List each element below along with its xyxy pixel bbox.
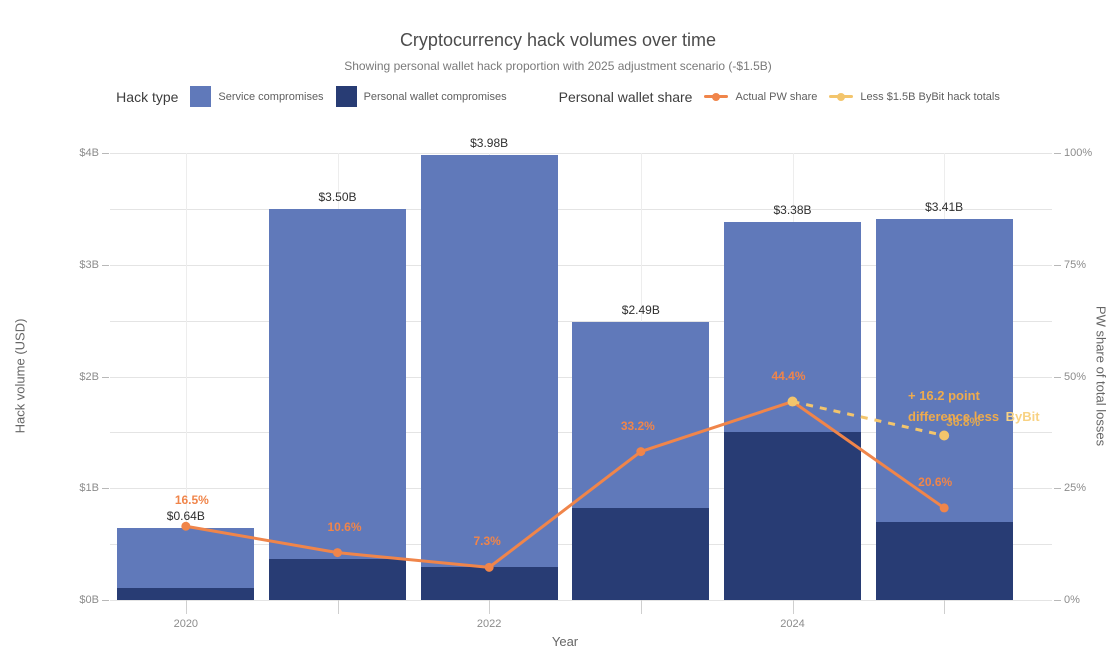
adjusted-share-label: 36.8% xyxy=(946,414,981,429)
pw-share-label-2020: 16.5% xyxy=(174,493,209,508)
legend-item-label: Personal wallet compromises xyxy=(363,90,507,103)
gridline-h xyxy=(110,320,1052,322)
x-tick-label: 2024 xyxy=(780,618,805,630)
legend-group-pw-share: Personal wallet share xyxy=(558,88,693,105)
y-right-tick xyxy=(1054,376,1061,378)
legend-item-less-bybit[interactable]: Less $1.5B ByBit hack totals xyxy=(829,90,1000,103)
chart-title: Cryptocurrency hack volumes over time xyxy=(399,30,717,50)
line-dot xyxy=(712,92,721,101)
y-right-tick xyxy=(1054,264,1061,266)
bar-personal-wallet-2025 xyxy=(875,521,1013,600)
pw-share-label-2021: 10.6% xyxy=(327,519,362,534)
y-left-tick xyxy=(102,153,109,154)
y-left-tick xyxy=(102,600,109,601)
bar-personal-wallet-2020 xyxy=(117,588,255,600)
legend: Hack type Service compromises Personal w… xyxy=(0,86,1116,107)
x-tick-label: 2022 xyxy=(476,618,502,630)
pw-share-label-2024: 44.4% xyxy=(771,368,806,383)
gridline-h xyxy=(110,600,1052,601)
y-right-tick-label: 0% xyxy=(1064,594,1080,606)
bar-personal-wallet-2023 xyxy=(572,507,710,600)
y-left-tick xyxy=(102,488,109,490)
y-right-tick-label: 50% xyxy=(1064,370,1087,383)
y-left-tick-label: $0B xyxy=(79,594,99,606)
y-right-axis-title: PW share of total losses xyxy=(1093,305,1109,447)
orange-line-dot-icon xyxy=(704,91,729,103)
y-right-tick-label: 100% xyxy=(1064,147,1093,159)
legend-group-hack-type: Hack type xyxy=(116,88,179,105)
y-right-tick-label: 25% xyxy=(1064,482,1087,495)
y-right-tick xyxy=(1054,153,1061,154)
legend-item-label: Actual PW share xyxy=(735,90,818,103)
pw-share-label-2022: 7.3% xyxy=(473,534,501,549)
gridline-h xyxy=(110,153,1052,154)
y-right-tick xyxy=(1054,488,1061,490)
x-axis-title: Year xyxy=(551,634,579,649)
x-tick xyxy=(185,600,187,614)
bar-total-label-2022: $3.98B xyxy=(470,136,509,151)
legend-item-label: Service compromises xyxy=(218,90,324,103)
bar-service-2021 xyxy=(269,208,406,559)
bar-total-label-2021: $3.50B xyxy=(318,189,357,204)
y-left-tick-label: $1B xyxy=(79,482,99,495)
annotation-highlight: ByBit xyxy=(1005,409,1040,424)
gridline-h xyxy=(110,264,1052,266)
service-swatch-icon xyxy=(190,86,212,107)
annotation-line2: difference less xyxy=(908,409,1000,424)
legend-item-label: Less $1.5B ByBit hack totals xyxy=(860,90,1000,103)
bar-total-label-2024: $3.38B xyxy=(773,203,812,218)
y-right-tick-label: 75% xyxy=(1064,258,1087,271)
x-tick xyxy=(944,600,946,614)
legend-item-personal-wallet[interactable]: Personal wallet compromises xyxy=(335,86,507,107)
bar-service-2024 xyxy=(724,222,861,433)
gridline-v xyxy=(185,153,187,600)
y-left-axis-title: Hack volume (USD) xyxy=(12,318,28,434)
line-dot xyxy=(837,92,846,101)
y-left-tick-label: $3B xyxy=(79,258,99,271)
bar-personal-wallet-2024 xyxy=(724,432,861,600)
y-left-tick xyxy=(102,264,109,266)
bar-total-label-2020: $0.64B xyxy=(166,509,205,524)
x-tick-label: 2020 xyxy=(173,618,199,630)
personal-wallet-swatch-icon xyxy=(335,86,357,107)
yellow-line-dot-icon xyxy=(829,91,854,103)
bar-service-2020 xyxy=(117,528,255,589)
gridline-h xyxy=(110,208,1052,210)
x-tick xyxy=(489,600,491,614)
bar-total-label-2023: $2.49B xyxy=(621,302,660,317)
bar-personal-wallet-2021 xyxy=(269,558,406,600)
annotation-line1: + 16.2 point xyxy=(908,388,980,403)
x-tick xyxy=(337,600,339,614)
x-tick xyxy=(792,600,794,614)
y-left-tick-label: $2B xyxy=(79,370,99,383)
y-right-tick xyxy=(1054,600,1061,601)
y-left-tick-label: $4B xyxy=(79,147,99,159)
bar-total-label-2025: $3.41B xyxy=(925,199,964,214)
bar-service-2023 xyxy=(572,321,710,508)
pw-share-label-2025: 20.6% xyxy=(918,474,953,489)
legend-item-actual-pw-share[interactable]: Actual PW share xyxy=(704,91,817,103)
chart-subtitle: Showing personal wallet hack proportion … xyxy=(344,59,772,73)
bar-personal-wallet-2022 xyxy=(420,567,558,600)
legend-item-service[interactable]: Service compromises xyxy=(190,86,324,107)
bar-service-2022 xyxy=(420,155,558,568)
annotation: + 16.2 point difference less ByBit xyxy=(908,385,1040,427)
x-tick xyxy=(640,600,642,614)
y-left-tick xyxy=(102,376,109,378)
pw-share-label-2023: 33.2% xyxy=(620,418,655,433)
